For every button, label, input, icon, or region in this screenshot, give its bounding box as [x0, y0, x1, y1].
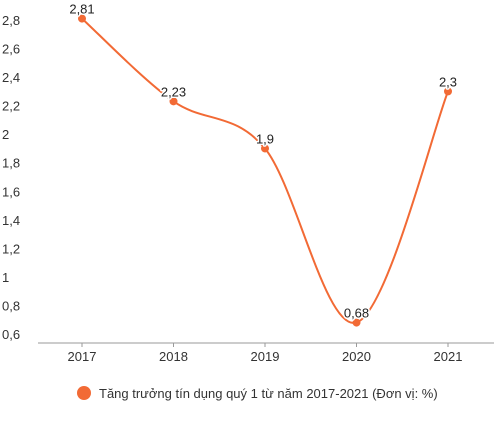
x-tick-label: 2021	[434, 349, 463, 364]
data-label: 1,9	[256, 131, 274, 146]
y-tick-label: 2,6	[2, 42, 20, 57]
x-tick-label: 2020	[342, 349, 371, 364]
data-label: 0,68	[344, 306, 369, 321]
y-tick-label: 1,4	[2, 213, 20, 228]
data-point[interactable]	[169, 97, 178, 106]
y-tick-label: 1	[2, 270, 9, 285]
data-labels: 2,81 2,23 1,9 0,68 2,3	[68, 0, 459, 322]
legend-label: Tăng trưởng tín dụng quý 1 từ năm 2017-2…	[99, 386, 438, 401]
x-tick-label: 2019	[251, 349, 280, 364]
data-point[interactable]	[444, 87, 452, 96]
y-tick-label: 0,8	[2, 298, 20, 313]
y-tick-label: 1,6	[2, 184, 20, 199]
x-tick-label: 2017	[68, 349, 97, 364]
y-tick-label: 2,2	[2, 99, 20, 114]
y-tick-label: 1,2	[2, 241, 20, 256]
y-tick-label: 2,4	[2, 70, 20, 85]
data-point[interactable]	[352, 318, 361, 327]
axes: 0,6 0,8 1 1,2 1,4 1,6 1,8 2 2,2 2,4 2,6 2,8 2017 2018…	[2, 13, 494, 364]
y-tick-label: 0,6	[2, 327, 20, 342]
legend-marker	[77, 386, 91, 400]
data-point[interactable]	[78, 14, 86, 23]
y-tick-label: 1,8	[2, 156, 20, 171]
legend[interactable]: Tăng trưởng tín dụng quý 1 từ năm 2017-2…	[77, 386, 438, 401]
data-label: 2,23	[161, 84, 186, 99]
y-tick-label: 2	[2, 127, 9, 142]
y-tick-label: 2,8	[2, 13, 20, 28]
data-label: 2,81	[69, 2, 94, 17]
data-point[interactable]	[261, 144, 269, 153]
x-tick-label: 2018	[159, 349, 188, 364]
series-layer	[78, 14, 452, 327]
data-label: 2,3	[439, 74, 457, 89]
series-line	[81, 17, 449, 324]
